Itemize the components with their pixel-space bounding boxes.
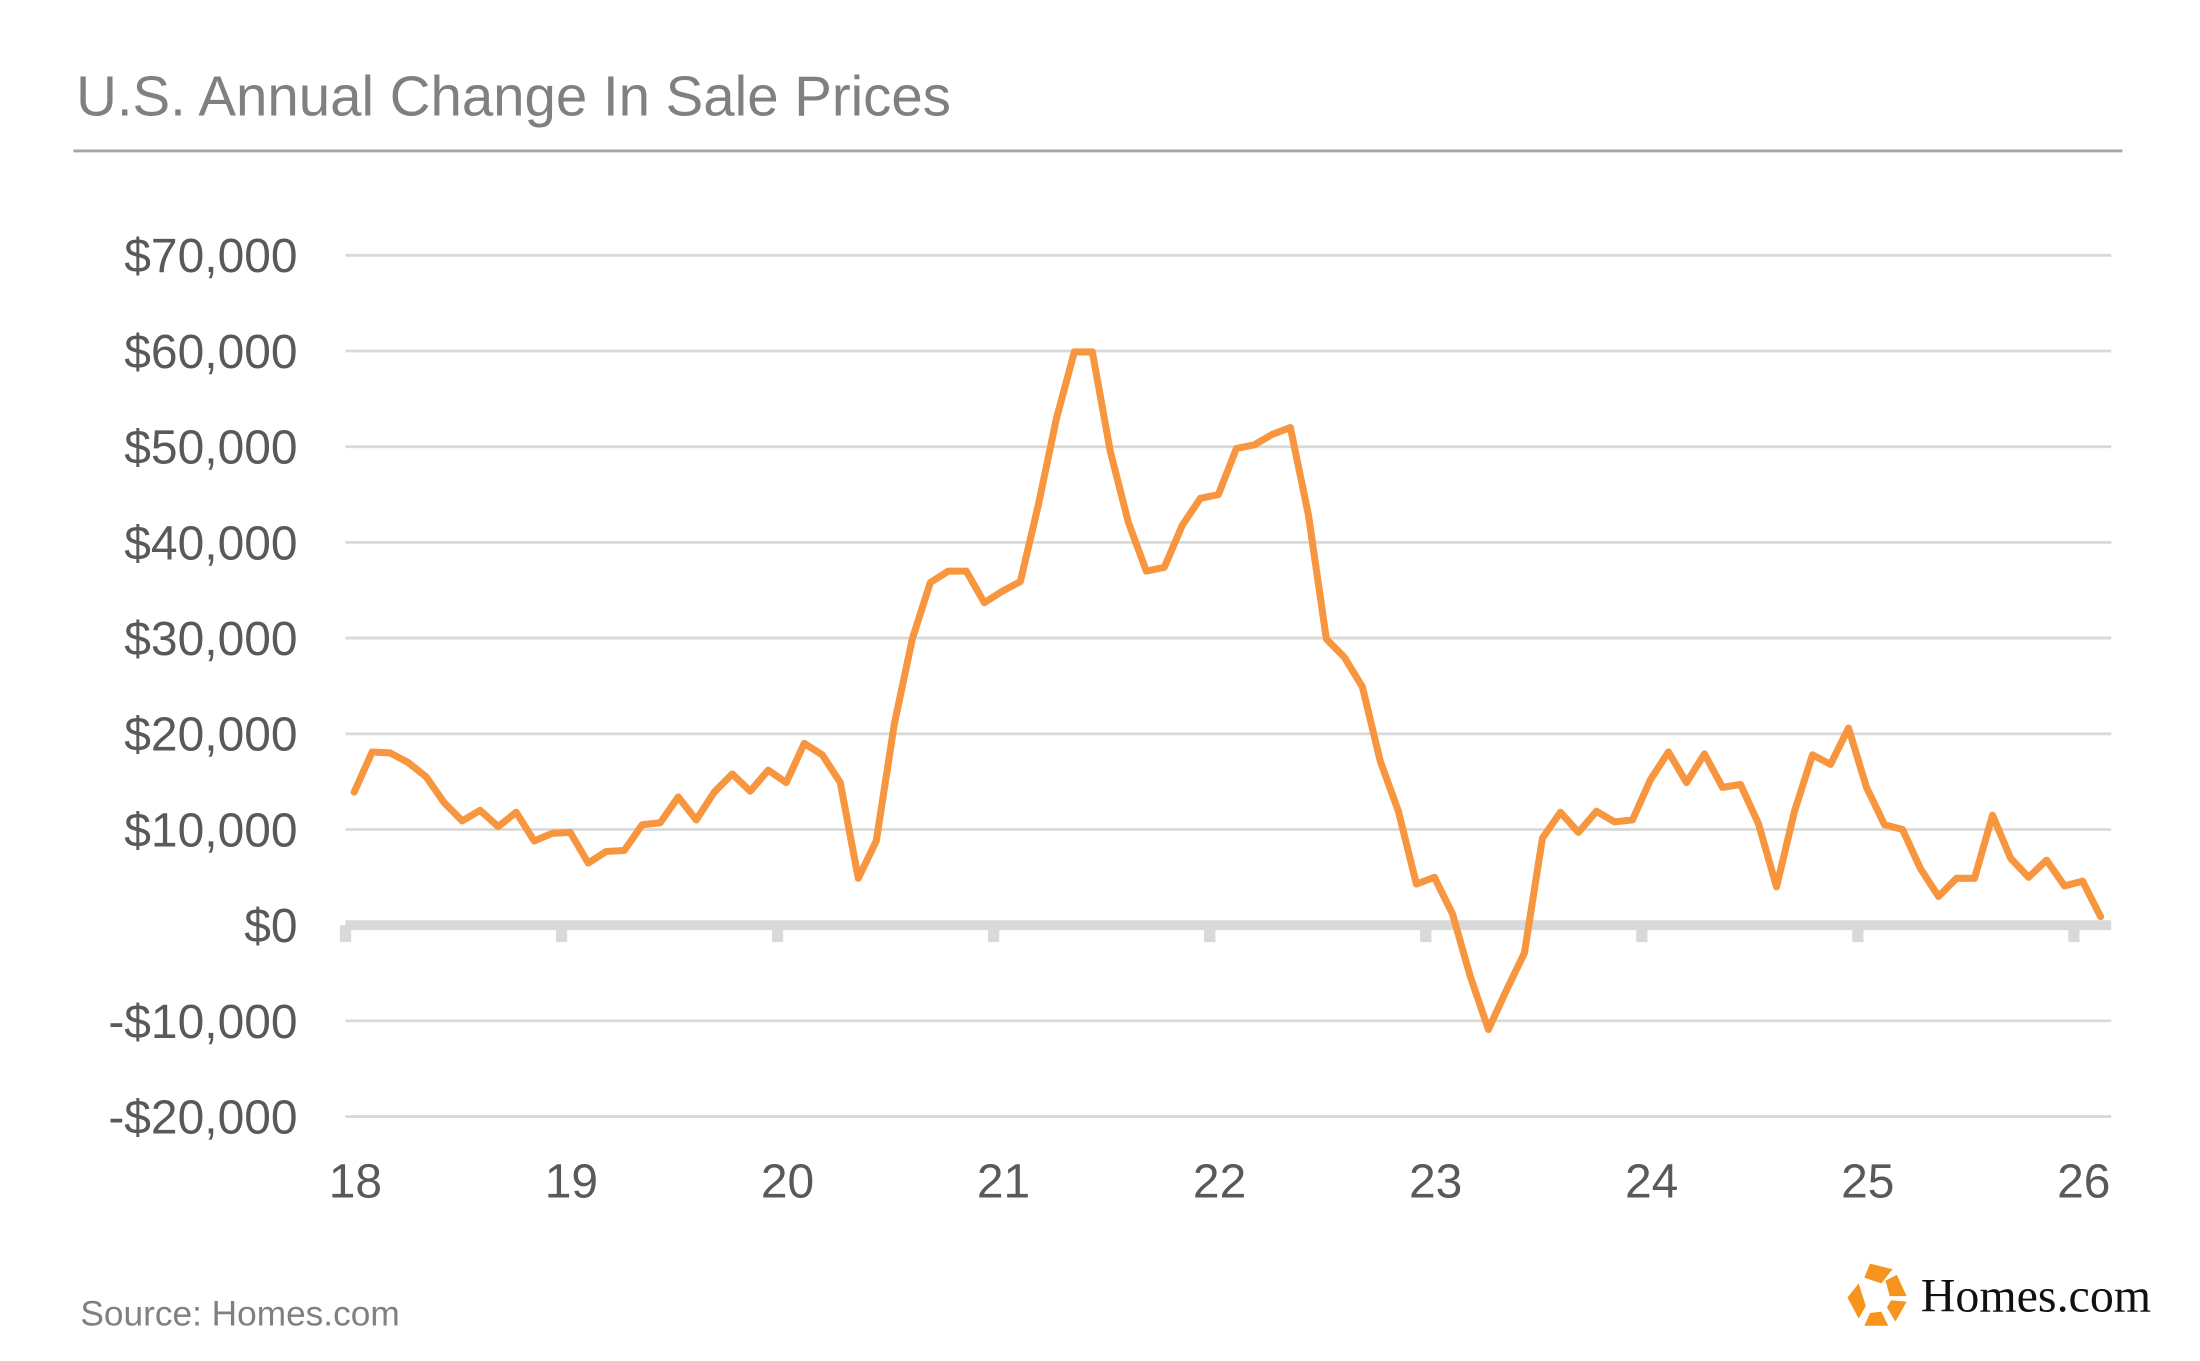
logo-text: Homes.com: [1921, 1270, 2151, 1323]
x-tick-mark: [555, 925, 568, 943]
x-tick-label: 20: [761, 1155, 814, 1208]
y-tick-label: -$10,000: [108, 996, 297, 1049]
y-tick-label: $40,000: [124, 517, 297, 570]
homes-star-icon: [1847, 1263, 1907, 1326]
gridlines: [345, 253, 2112, 1118]
series-layer: [350, 348, 2105, 1034]
x-tick-label: 23: [1409, 1155, 1462, 1208]
x-tick-mark: [771, 925, 784, 943]
y-axis: $70,000 $60,000 $50,000 $40,000 $30,000 $20,0…: [108, 230, 297, 1144]
x-axis: 18 19 20 21 22 23 24 25 26: [329, 920, 2112, 1208]
x-tick-label: 25: [1841, 1155, 1894, 1208]
y-tick-label: $0: [244, 900, 297, 953]
x-tick-mark: [988, 925, 1000, 943]
x-tick-label: 24: [1625, 1155, 1678, 1208]
chart-title: U.S. Annual Change In Sale Prices: [76, 65, 951, 128]
x-tick-mark: [339, 925, 352, 943]
y-tick-label: $50,000: [124, 422, 297, 475]
y-tick-label: $10,000: [124, 804, 297, 857]
x-tick-label: 22: [1193, 1155, 1246, 1208]
x-tick-mark: [1420, 925, 1432, 943]
source-note: Source: Homes.com: [80, 1295, 399, 1334]
homes-com-logo: Homes.com: [1847, 1263, 2151, 1326]
x-tick-mark: [1852, 925, 1864, 943]
y-tick-label: $60,000: [124, 326, 297, 379]
x-tick-label: 21: [977, 1155, 1030, 1208]
x-tick-mark: [1204, 925, 1216, 943]
x-tick-mark: [1636, 925, 1648, 943]
x-tick-label: 26: [2057, 1155, 2110, 1208]
x-tick-label: 19: [545, 1155, 598, 1208]
y-tick-label: -$20,000: [108, 1091, 297, 1144]
x-tick-mark: [2068, 925, 2080, 943]
y-tick-label: $70,000: [124, 230, 297, 283]
y-tick-label: $20,000: [124, 709, 297, 762]
series-line: [350, 348, 2105, 1034]
y-tick-label: $30,000: [124, 613, 297, 666]
x-tick-label: 18: [329, 1155, 382, 1208]
